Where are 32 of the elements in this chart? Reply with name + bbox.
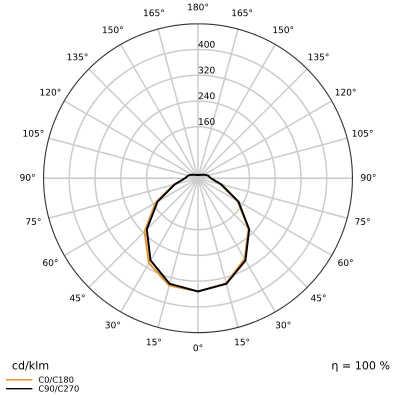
spoke-label: 165° xyxy=(144,9,164,16)
spoke-label: 0° xyxy=(193,344,202,352)
spoke-label: 150° xyxy=(273,26,294,34)
spoke-label: 15° xyxy=(235,338,250,346)
spoke-label: 45° xyxy=(70,294,85,302)
spoke-label: 90° xyxy=(360,174,376,181)
spoke-label: 60° xyxy=(43,259,58,266)
spoke-label: 165° xyxy=(232,9,252,16)
spoke-label: 75° xyxy=(26,218,41,225)
spoke-label: 120° xyxy=(40,88,60,96)
spoke-label: 75° xyxy=(355,218,370,225)
spoke-label: 180° xyxy=(188,4,208,10)
y-tick-label: 400 xyxy=(198,40,215,48)
y-tick-label: 160 xyxy=(198,118,215,125)
spoke-label: 15° xyxy=(146,338,162,346)
y-tick-label: 240 xyxy=(198,92,215,100)
spoke-label: 135° xyxy=(308,53,329,60)
spoke-label: 105° xyxy=(24,130,44,137)
spoke-label: 45° xyxy=(310,294,326,302)
spoke-label: 30° xyxy=(276,322,290,328)
spoke-label: 120° xyxy=(336,88,356,96)
legend-label: C0/C180 xyxy=(38,376,74,384)
legend-label: C90/C270 xyxy=(38,385,79,392)
spoke-label: 135° xyxy=(68,53,88,60)
spoke-label: 30° xyxy=(105,322,120,328)
spoke-label: 60° xyxy=(338,259,353,266)
y-tick-label: 320 xyxy=(198,66,215,74)
text: cd/klm xyxy=(12,360,48,370)
spoke-label: 90° xyxy=(20,174,35,181)
spoke-label: 105° xyxy=(352,130,373,137)
text: η = 100 % xyxy=(332,361,390,372)
spoke-label: 150° xyxy=(102,26,123,34)
